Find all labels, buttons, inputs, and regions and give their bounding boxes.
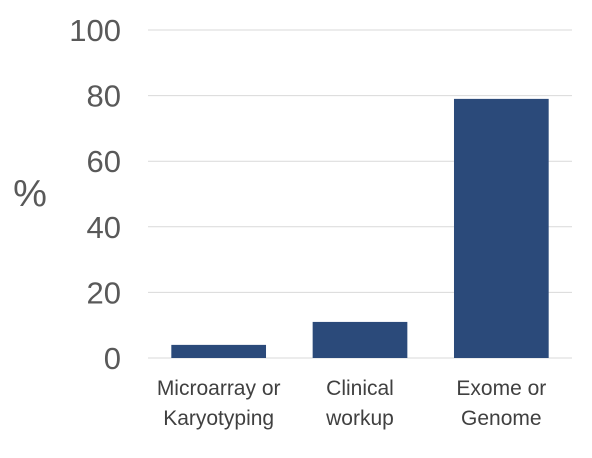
category-label: Karyotyping	[163, 407, 274, 430]
category-label: Microarray or	[157, 377, 281, 400]
y-tick-label: 80	[87, 79, 121, 114]
y-tick-label: 0	[104, 341, 121, 376]
category-label: Genome	[461, 407, 542, 430]
bar-2	[453, 98, 549, 358]
bar-0	[171, 344, 267, 358]
y-tick-label: 100	[69, 13, 121, 48]
y-axis-title: %	[13, 173, 47, 215]
bars	[171, 98, 549, 358]
y-tick-label: 20	[87, 275, 121, 310]
category-label: Clinical	[326, 377, 394, 400]
y-tick-label: 60	[87, 144, 121, 179]
category-labels: Microarray or Karyotyping Clinical workup Ex…	[157, 377, 546, 430]
category-label: workup	[325, 407, 394, 430]
y-tick-label: 40	[87, 210, 121, 245]
bar-1	[312, 321, 408, 358]
y-tick-labels: 0 20 40 60 80 100	[69, 13, 121, 376]
category-label: Exome or	[456, 377, 546, 400]
